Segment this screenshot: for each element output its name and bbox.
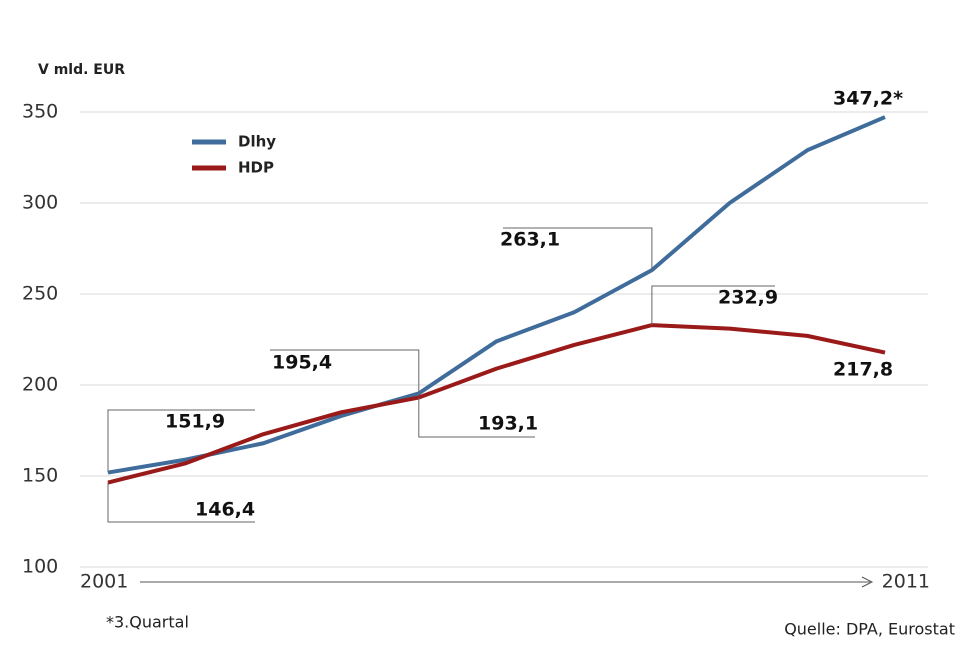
line	[107, 115, 886, 475]
label-leader	[503, 227, 653, 271]
y-tick-label: 350	[22, 101, 58, 123]
line	[107, 323, 886, 485]
value-label: 193,1	[478, 413, 538, 435]
label-leader	[107, 482, 255, 523]
label-leader	[107, 409, 255, 473]
arrow-head	[861, 576, 874, 588]
value-label: 217,8	[833, 359, 893, 381]
y-tick-label: 100	[22, 556, 58, 578]
value-label: 195,4	[272, 352, 332, 374]
y-tick-label: 200	[22, 374, 58, 396]
y-tick-label: 150	[22, 465, 58, 487]
y-axis-label: V mld. EUR	[38, 62, 125, 78]
x-tick-label: 2011	[882, 571, 930, 593]
y-tick-label: 250	[22, 283, 58, 305]
source: Quelle: DPA, Eurostat	[784, 620, 955, 639]
value-label: 347,2*	[833, 88, 903, 110]
value-label: 263,1	[500, 229, 560, 251]
x-tick-label: 2001	[80, 571, 128, 593]
y-tick-label: 300	[22, 192, 58, 214]
value-label: 146,4	[195, 499, 255, 521]
label-leader	[651, 285, 775, 326]
value-label: 151,9	[165, 411, 225, 433]
value-label: 232,9	[718, 287, 778, 309]
legend-label: HDP	[238, 159, 274, 177]
footnote: *3.Quartal	[106, 613, 189, 632]
label-leader	[418, 397, 535, 438]
label-leader	[270, 349, 420, 394]
legend-label: Dlhy	[238, 133, 276, 151]
